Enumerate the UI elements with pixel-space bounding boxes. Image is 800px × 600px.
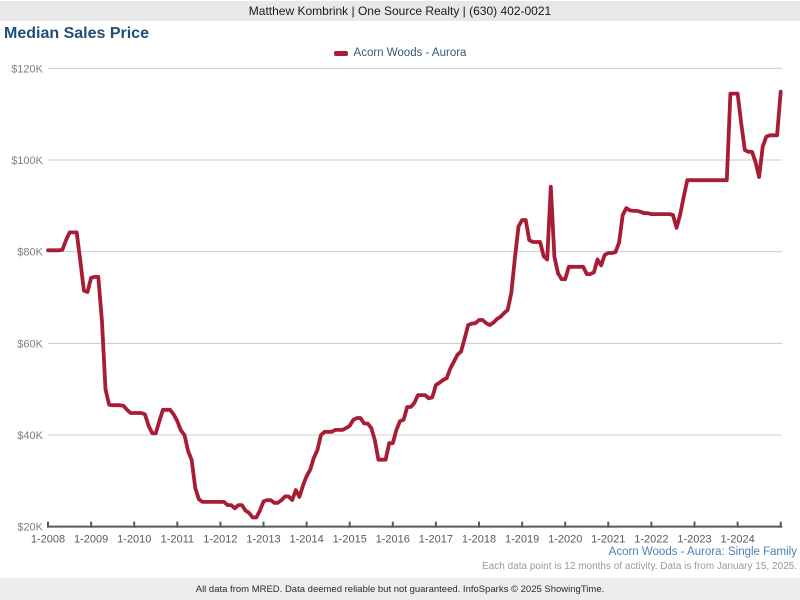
x-tick-label: 1-2011 — [161, 534, 194, 546]
y-tick-label: $100K — [11, 155, 43, 167]
y-tick-label: $20K — [17, 522, 43, 534]
legend-label: Acorn Woods - Aurora — [353, 47, 467, 59]
x-tick-label: 1-2018 — [462, 534, 496, 546]
header-contact: Matthew Kombrink | One Source Realty | (… — [248, 4, 552, 18]
footer-bar: All data from MRED. Data deemed reliable… — [0, 578, 800, 600]
y-tick-label: $120K — [11, 63, 43, 75]
x-tick-label: 1-2010 — [117, 534, 151, 546]
x-tick-label: 1-2012 — [203, 534, 237, 546]
x-tick-label: 1-2022 — [634, 534, 668, 546]
legend-swatch — [333, 50, 348, 56]
y-tick-label: $60K — [17, 338, 43, 350]
x-tick-label: 1-2015 — [333, 534, 367, 546]
x-tick-label: 1-2019 — [505, 534, 539, 546]
x-tick-label: 1-2017 — [419, 534, 453, 546]
y-tick-label: $80K — [17, 247, 43, 259]
price-line — [46, 89, 783, 520]
x-tick-label: 1-2016 — [376, 534, 410, 546]
series-footnote: Acorn Woods - Aurora: Single Family — [608, 546, 797, 558]
x-tick-label: 1-2020 — [548, 534, 582, 546]
x-tick-label: 1-2021 — [591, 534, 625, 546]
y-tick-label: $40K — [17, 430, 43, 442]
x-tick-label: 1-2008 — [31, 534, 65, 546]
header-bar: Matthew Kombrink | One Source Realty | (… — [0, 1, 800, 21]
chart-legend: Acorn Woods - Aurora — [0, 46, 800, 60]
x-tick-label: 1-2024 — [720, 534, 754, 546]
x-tick-label: 1-2013 — [246, 534, 280, 546]
x-tick-label: 1-2014 — [289, 534, 323, 546]
data-footnote: Each data point is 12 months of activity… — [482, 561, 797, 572]
footer-disclaimer: All data from MRED. Data deemed reliable… — [195, 583, 605, 595]
x-tick-label: 1-2023 — [677, 534, 711, 546]
page-title: Median Sales Price — [4, 25, 149, 42]
x-tick-label: 1-2009 — [74, 534, 108, 546]
